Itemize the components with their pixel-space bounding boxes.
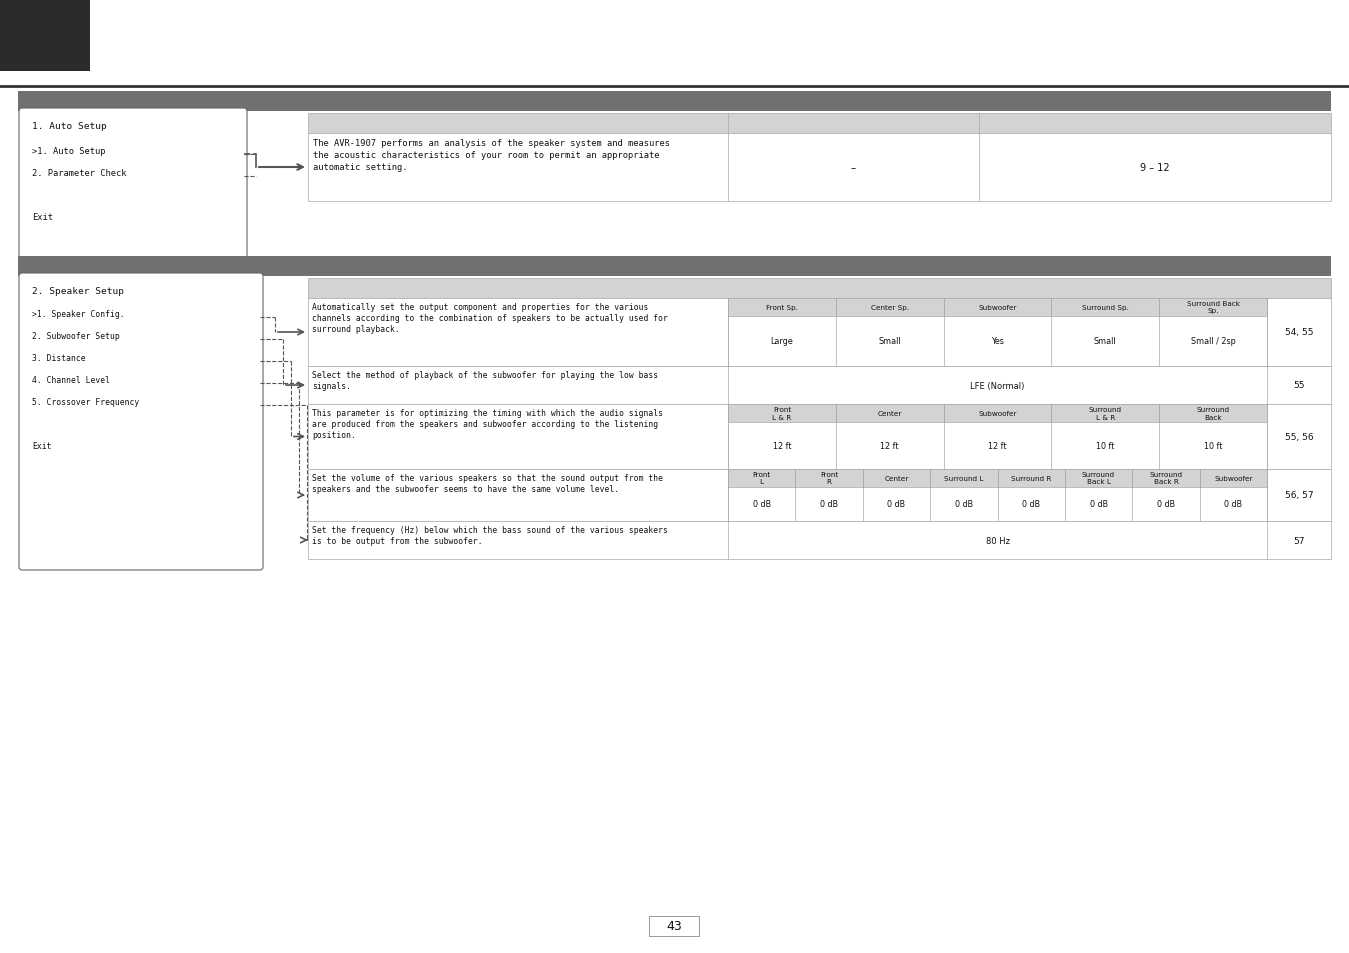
Text: Select the method of playback of the subwoofer for playing the low bass
signals.: Select the method of playback of the sub…	[312, 371, 658, 391]
Bar	[308, 470, 1331, 521]
Text: 56, 57: 56, 57	[1284, 491, 1314, 500]
Text: >1. Auto Setup: >1. Auto Setup	[32, 147, 105, 156]
Text: Surround
L & R: Surround L & R	[1089, 407, 1122, 420]
Bar	[1199, 470, 1267, 488]
FancyBboxPatch shape	[19, 274, 263, 571]
Text: Front Sp.: Front Sp.	[766, 305, 797, 311]
Text: Set the volume of the various speakers so that the sound output from the
speaker: Set the volume of the various speakers s…	[312, 474, 662, 494]
Text: 55: 55	[1294, 381, 1304, 390]
Text: 0 dB: 0 dB	[1090, 500, 1108, 509]
Text: 57: 57	[1294, 536, 1304, 545]
Text: 1. Auto Setup: 1. Auto Setup	[32, 122, 107, 131]
Text: 3. Distance: 3. Distance	[32, 354, 85, 363]
Text: Front
R: Front R	[820, 472, 838, 485]
Text: Small: Small	[878, 337, 901, 346]
Bar	[728, 470, 796, 488]
Bar	[943, 298, 1051, 316]
Text: Surround L: Surround L	[944, 476, 983, 481]
Text: 12 ft: 12 ft	[989, 441, 1006, 451]
Bar	[929, 470, 997, 488]
Text: 2. Subwoofer Setup: 2. Subwoofer Setup	[32, 332, 120, 340]
Bar	[1132, 470, 1199, 488]
Bar	[1051, 298, 1159, 316]
Text: Front
L & R: Front L & R	[772, 407, 792, 420]
FancyBboxPatch shape	[19, 109, 247, 263]
Text: Surround Back
Sp.: Surround Back Sp.	[1187, 301, 1240, 314]
Text: 5. Crossover Frequency: 5. Crossover Frequency	[32, 397, 139, 407]
Bar	[18, 91, 1331, 112]
Bar	[308, 298, 1331, 367]
Text: Exit: Exit	[32, 441, 51, 451]
Text: 54, 55: 54, 55	[1284, 328, 1313, 337]
Text: 0 dB: 0 dB	[820, 500, 838, 509]
Bar	[308, 133, 1331, 202]
Text: 4. Channel Level: 4. Channel Level	[32, 375, 111, 385]
Bar	[0, 0, 90, 71]
Bar	[1159, 298, 1267, 316]
Text: Subwoofer: Subwoofer	[1214, 476, 1253, 481]
Text: Subwoofer: Subwoofer	[978, 411, 1017, 416]
Bar	[649, 916, 699, 936]
Text: –: –	[851, 163, 857, 172]
Text: 10 ft: 10 ft	[1203, 441, 1222, 451]
Bar	[943, 405, 1051, 422]
Text: 12 ft: 12 ft	[773, 441, 791, 451]
Text: 43: 43	[666, 920, 681, 933]
Text: 2. Speaker Setup: 2. Speaker Setup	[32, 287, 124, 295]
Bar	[308, 405, 1331, 470]
Text: Surround
Back L: Surround Back L	[1082, 472, 1116, 485]
Text: 0 dB: 0 dB	[888, 500, 905, 509]
Text: The AVR-1907 performs an analysis of the speaker system and measures
the acousti: The AVR-1907 performs an analysis of the…	[313, 139, 670, 172]
Text: This parameter is for optimizing the timing with which the audio signals
are pro: This parameter is for optimizing the tim…	[312, 409, 662, 439]
Bar	[308, 367, 1331, 405]
Text: Subwoofer: Subwoofer	[978, 305, 1017, 311]
Text: Center: Center	[877, 411, 902, 416]
Text: Large: Large	[770, 337, 793, 346]
Text: Small / 2sp: Small / 2sp	[1191, 337, 1236, 346]
Bar	[728, 298, 836, 316]
Text: Yes: Yes	[992, 337, 1004, 346]
Text: Center Sp.: Center Sp.	[870, 305, 909, 311]
Text: Exit: Exit	[32, 213, 53, 222]
Text: LFE (Normal): LFE (Normal)	[970, 381, 1025, 390]
Bar	[836, 405, 943, 422]
Text: Surround
Back R: Surround Back R	[1149, 472, 1183, 485]
Text: Small: Small	[1094, 337, 1117, 346]
Text: 0 dB: 0 dB	[1157, 500, 1175, 509]
Text: Automatically set the output component and properties for the various
channels a: Automatically set the output component a…	[312, 303, 668, 334]
Text: 9 – 12: 9 – 12	[1140, 163, 1170, 172]
Text: 0 dB: 0 dB	[753, 500, 770, 509]
Bar	[1051, 405, 1159, 422]
Text: 10 ft: 10 ft	[1097, 441, 1114, 451]
Text: Set the frequency (Hz) below which the bass sound of the various speakers
is to : Set the frequency (Hz) below which the b…	[312, 525, 668, 545]
Text: 12 ft: 12 ft	[881, 441, 898, 451]
Text: Surround R: Surround R	[1010, 476, 1051, 481]
Text: 2. Parameter Check: 2. Parameter Check	[32, 169, 127, 178]
Bar	[728, 405, 836, 422]
Bar	[863, 470, 929, 488]
Text: 0 dB: 0 dB	[955, 500, 973, 509]
Text: Surround
Back: Surround Back	[1197, 407, 1230, 420]
Text: 80 Hz: 80 Hz	[986, 536, 1009, 545]
Text: Front
L: Front L	[753, 472, 770, 485]
Bar	[1159, 405, 1267, 422]
Bar	[997, 470, 1064, 488]
Bar	[308, 278, 1331, 298]
Bar	[796, 470, 863, 488]
Bar	[308, 113, 1331, 133]
Text: >1. Speaker Config.: >1. Speaker Config.	[32, 310, 124, 318]
Text: 55, 56: 55, 56	[1284, 433, 1314, 441]
Text: 0 dB: 0 dB	[1023, 500, 1040, 509]
Text: Center: Center	[884, 476, 909, 481]
Bar	[308, 521, 1331, 559]
Bar	[18, 256, 1331, 276]
Bar	[1064, 470, 1132, 488]
Bar	[836, 298, 943, 316]
Text: 0 dB: 0 dB	[1225, 500, 1242, 509]
Text: Surround Sp.: Surround Sp.	[1082, 305, 1129, 311]
